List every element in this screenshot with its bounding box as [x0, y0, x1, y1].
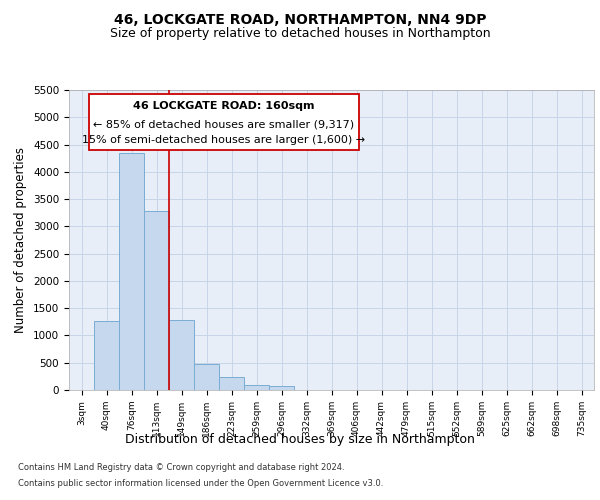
Text: 15% of semi-detached houses are larger (1,600) →: 15% of semi-detached houses are larger (…: [82, 135, 365, 145]
Text: Contains HM Land Registry data © Crown copyright and database right 2024.: Contains HM Land Registry data © Crown c…: [18, 464, 344, 472]
Text: 46 LOCKGATE ROAD: 160sqm: 46 LOCKGATE ROAD: 160sqm: [133, 101, 315, 111]
Bar: [244, 384, 269, 390]
Bar: [94, 320, 119, 390]
Bar: [119, 154, 144, 390]
Bar: [219, 377, 244, 390]
Bar: [194, 364, 219, 390]
Text: Contains public sector information licensed under the Open Government Licence v3: Contains public sector information licen…: [18, 478, 383, 488]
FancyBboxPatch shape: [89, 94, 359, 150]
Text: Size of property relative to detached houses in Northampton: Size of property relative to detached ho…: [110, 28, 490, 40]
Text: 46, LOCKGATE ROAD, NORTHAMPTON, NN4 9DP: 46, LOCKGATE ROAD, NORTHAMPTON, NN4 9DP: [114, 12, 486, 26]
Text: ← 85% of detached houses are smaller (9,317): ← 85% of detached houses are smaller (9,…: [94, 120, 355, 130]
Y-axis label: Number of detached properties: Number of detached properties: [14, 147, 28, 333]
Text: Distribution of detached houses by size in Northampton: Distribution of detached houses by size …: [125, 432, 475, 446]
Bar: [169, 320, 194, 390]
Bar: [144, 211, 169, 390]
Bar: [269, 386, 294, 390]
